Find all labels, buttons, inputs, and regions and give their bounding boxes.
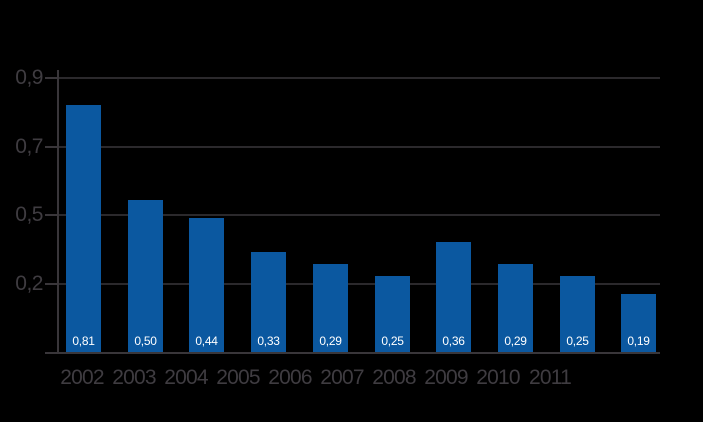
y-axis-line bbox=[57, 70, 59, 354]
y-tick-mark bbox=[45, 214, 59, 216]
bar: 0,29 bbox=[313, 264, 348, 352]
bar-value-label: 0,29 bbox=[319, 334, 342, 348]
bar-value-label: 0,81 bbox=[72, 334, 95, 348]
y-gridline bbox=[57, 282, 660, 285]
y-tick-label: 0,2 bbox=[15, 271, 43, 295]
y-tick-label: 0,7 bbox=[15, 134, 43, 158]
bar-value-label: 0,25 bbox=[566, 334, 589, 348]
y-gridline bbox=[57, 77, 660, 79]
bar: 0,25 bbox=[375, 276, 410, 352]
bar-value-label: 0,19 bbox=[627, 334, 650, 348]
x-tick-label: 2010 bbox=[476, 366, 520, 389]
bar: 0,25 bbox=[560, 276, 595, 352]
x-tick-label: 2005 bbox=[216, 366, 260, 389]
x-tick-label: 2011 bbox=[529, 366, 572, 389]
x-tick-label: 2003 bbox=[112, 366, 156, 389]
x-axis-line bbox=[45, 352, 660, 354]
x-tick-label: 2002 bbox=[60, 366, 104, 389]
y-tick-mark bbox=[45, 77, 59, 79]
y-tick-label: 0,9 bbox=[15, 66, 43, 89]
bar-value-label: 0,33 bbox=[257, 334, 280, 348]
bar: 0,19 bbox=[621, 294, 656, 352]
y-tick-mark bbox=[45, 145, 59, 148]
x-tick-label: 2009 bbox=[424, 366, 468, 389]
bar-value-label: 0,50 bbox=[134, 334, 157, 348]
y-gridline bbox=[57, 145, 660, 148]
bar: 0,33 bbox=[251, 252, 286, 352]
bar-value-label: 0,36 bbox=[442, 334, 465, 348]
bar: 0,81 bbox=[66, 105, 101, 352]
bar: 0,50 bbox=[128, 200, 163, 352]
y-tick-mark bbox=[45, 282, 59, 285]
bar-value-label: 0,29 bbox=[504, 334, 527, 348]
x-tick-label: 2007 bbox=[320, 366, 364, 389]
x-tick-label: 2006 bbox=[268, 366, 312, 389]
bar-value-label: 0,44 bbox=[195, 334, 218, 348]
x-tick-label: 2008 bbox=[372, 366, 416, 389]
bar-value-label: 0,25 bbox=[381, 334, 404, 348]
y-gridline bbox=[57, 214, 660, 216]
x-tick-label: 2004 bbox=[164, 366, 208, 389]
bar: 0,44 bbox=[189, 218, 224, 352]
y-tick-label: 0,5 bbox=[15, 203, 43, 226]
bar: 0,29 bbox=[498, 264, 533, 352]
bar: 0,36 bbox=[436, 242, 471, 352]
